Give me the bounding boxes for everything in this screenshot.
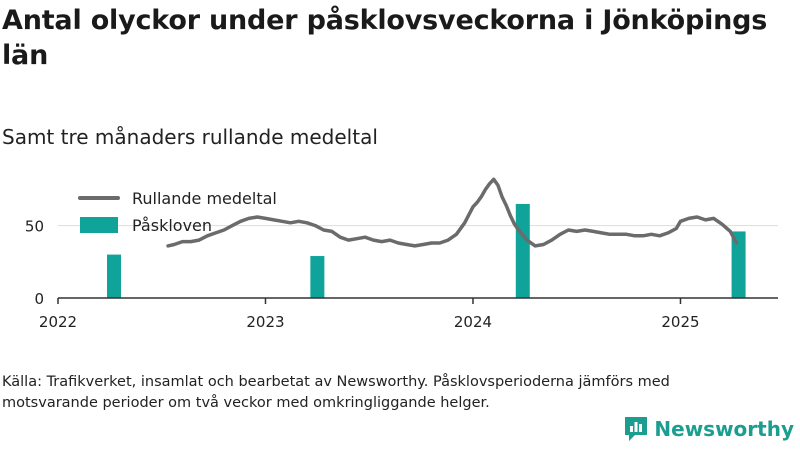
easter-bar: [310, 256, 325, 298]
newsworthy-logo-icon: [625, 417, 648, 441]
legend-label: Rullande medeltal: [132, 189, 277, 208]
x-tick-label: 2023: [246, 313, 284, 331]
legend-swatch-bar: [80, 217, 118, 233]
chart-subtitle: Samt tre månaders rullande medeltal: [2, 125, 378, 149]
rolling-average-line: [166, 177, 739, 248]
x-tick-label: 2024: [454, 313, 492, 331]
x-tick-label: 2025: [661, 313, 699, 331]
brand-logo: Newsworthy: [623, 414, 794, 444]
y-tick-label: 0: [34, 290, 44, 308]
easter-bar: [107, 254, 122, 298]
easter-bar: [731, 231, 746, 298]
brand-name: Newsworthy: [654, 417, 794, 441]
chart: 0 50 2022 2023 2024 2025 Rullande medeltal Pås…: [25, 177, 778, 331]
easter-bar: [515, 203, 530, 298]
page-title: Antal olyckor under påsklovsveckorna i J…: [2, 5, 768, 71]
x-tick-label: 2022: [39, 313, 77, 331]
y-tick-label: 50: [25, 218, 44, 236]
legend-label: Påskloven: [132, 216, 212, 235]
source-note: Källa: Trafikverket, insamlat och bearbe…: [2, 374, 670, 411]
